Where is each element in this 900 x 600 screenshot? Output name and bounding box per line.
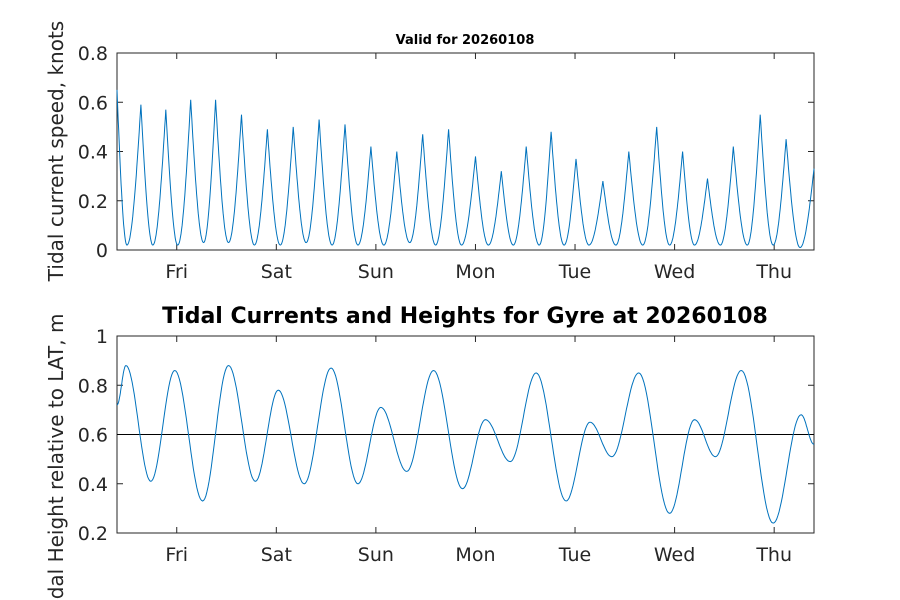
x-tick-label: Fri — [165, 544, 188, 566]
y-tick-label: 0.6 — [78, 425, 108, 447]
x-tick-label: Sun — [358, 544, 394, 566]
x-tick-label: Sat — [261, 544, 292, 566]
x-tick-label: Sun — [358, 261, 394, 283]
x-tick-label: Tue — [558, 261, 591, 283]
y-tick-label: 0.6 — [78, 92, 108, 114]
tidal-height-title: Tidal Currents and Heights for Gyre at 2… — [162, 304, 768, 329]
tidal-height-axes: Tidal Currents and Heights for Gyre at 2… — [44, 304, 815, 600]
y-tick-label: 0.8 — [78, 43, 108, 65]
x-tick-label: Fri — [165, 261, 188, 283]
y-tick-label: 1 — [96, 326, 108, 348]
y-tick-label: 0.2 — [78, 523, 108, 545]
x-tick-label: Wed — [654, 544, 695, 566]
current-speed-x-ticks: Fri Sat Sun Mon Tue Wed Thu — [165, 53, 792, 283]
current-speed-y-ticks: 0 0.2 0.4 0.6 0.8 — [78, 43, 814, 262]
current-speed-title: Valid for 20260108 — [396, 33, 535, 48]
tidal-height-y-axis-label: Tidal Height relative to LAT, m — [44, 314, 68, 600]
tidal-height-x-ticks: Fri Sat Sun Mon Tue Wed Thu — [165, 336, 792, 566]
y-tick-label: 0 — [96, 240, 108, 262]
current-speed-y-axis-label: Tidal current speed, knots — [44, 21, 68, 282]
current-speed-axes: Valid for 20260108 0 0.2 0.4 0.6 0.8 Fri Sat S… — [44, 21, 815, 283]
y-tick-label: 0.4 — [78, 142, 108, 164]
x-tick-label: Thu — [755, 544, 792, 566]
x-tick-label: Mon — [455, 261, 495, 283]
y-tick-label: 0.4 — [78, 474, 108, 496]
x-tick-label: Tue — [558, 544, 591, 566]
current-speed-plot-area — [116, 52, 815, 251]
y-tick-label: 0.2 — [78, 191, 108, 213]
tidal-height-y-ticks: 0.2 0.4 0.6 0.8 1 — [78, 326, 814, 545]
x-tick-label: Sat — [261, 261, 292, 283]
y-tick-label: 0.8 — [78, 375, 108, 397]
x-tick-label: Wed — [654, 261, 695, 283]
current-speed-series-line — [116, 89, 815, 249]
tidal-height-series-line — [116, 364, 815, 524]
x-tick-label: Thu — [755, 261, 792, 283]
x-tick-label: Mon — [455, 544, 495, 566]
